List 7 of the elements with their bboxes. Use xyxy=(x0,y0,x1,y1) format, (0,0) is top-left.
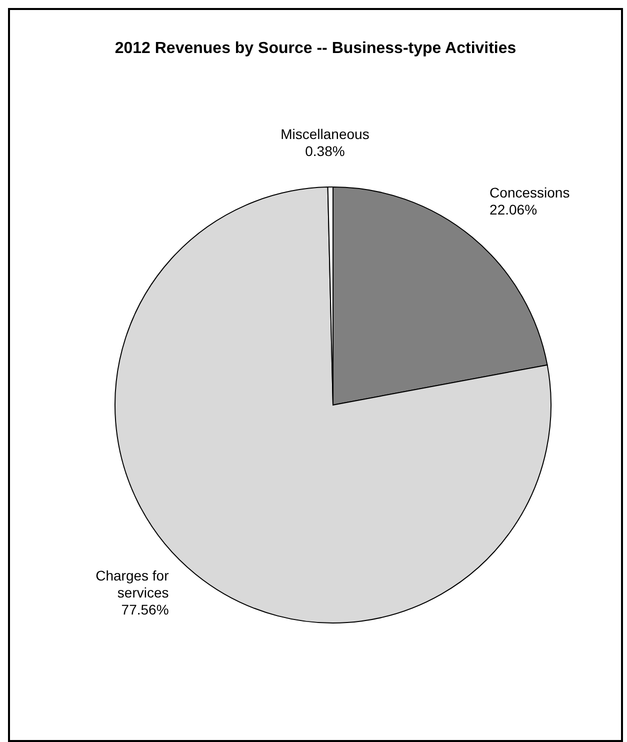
data-label: 77.56% xyxy=(121,601,169,618)
data-label: 0.38% xyxy=(305,143,345,160)
slice-label: Charges for services xyxy=(96,567,170,600)
slice-label: Concessions xyxy=(490,184,570,200)
slice-label: Miscellaneous xyxy=(280,126,370,142)
data-label: 22.06% xyxy=(490,201,538,218)
chart-title: 2012 Revenues by Source -- Business-type Activities xyxy=(114,40,518,58)
